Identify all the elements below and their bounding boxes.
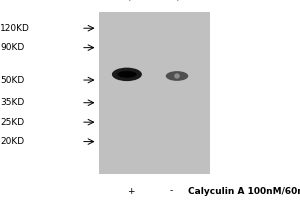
Ellipse shape <box>166 71 188 81</box>
Text: +: + <box>127 186 134 195</box>
Ellipse shape <box>117 71 136 78</box>
Text: -: - <box>169 186 172 195</box>
Text: 90KD: 90KD <box>0 43 24 52</box>
Ellipse shape <box>174 73 180 79</box>
Ellipse shape <box>112 68 142 81</box>
Text: 35KD: 35KD <box>0 98 24 107</box>
Bar <box>99 12 210 174</box>
Text: 293: 293 <box>171 0 193 2</box>
Text: 293: 293 <box>123 0 145 2</box>
Text: 20KD: 20KD <box>0 137 24 146</box>
Text: 25KD: 25KD <box>0 118 24 127</box>
Text: 50KD: 50KD <box>0 76 24 85</box>
Text: Calyculin A 100nM/60min: Calyculin A 100nM/60min <box>188 186 300 195</box>
Text: 120KD: 120KD <box>0 24 30 33</box>
